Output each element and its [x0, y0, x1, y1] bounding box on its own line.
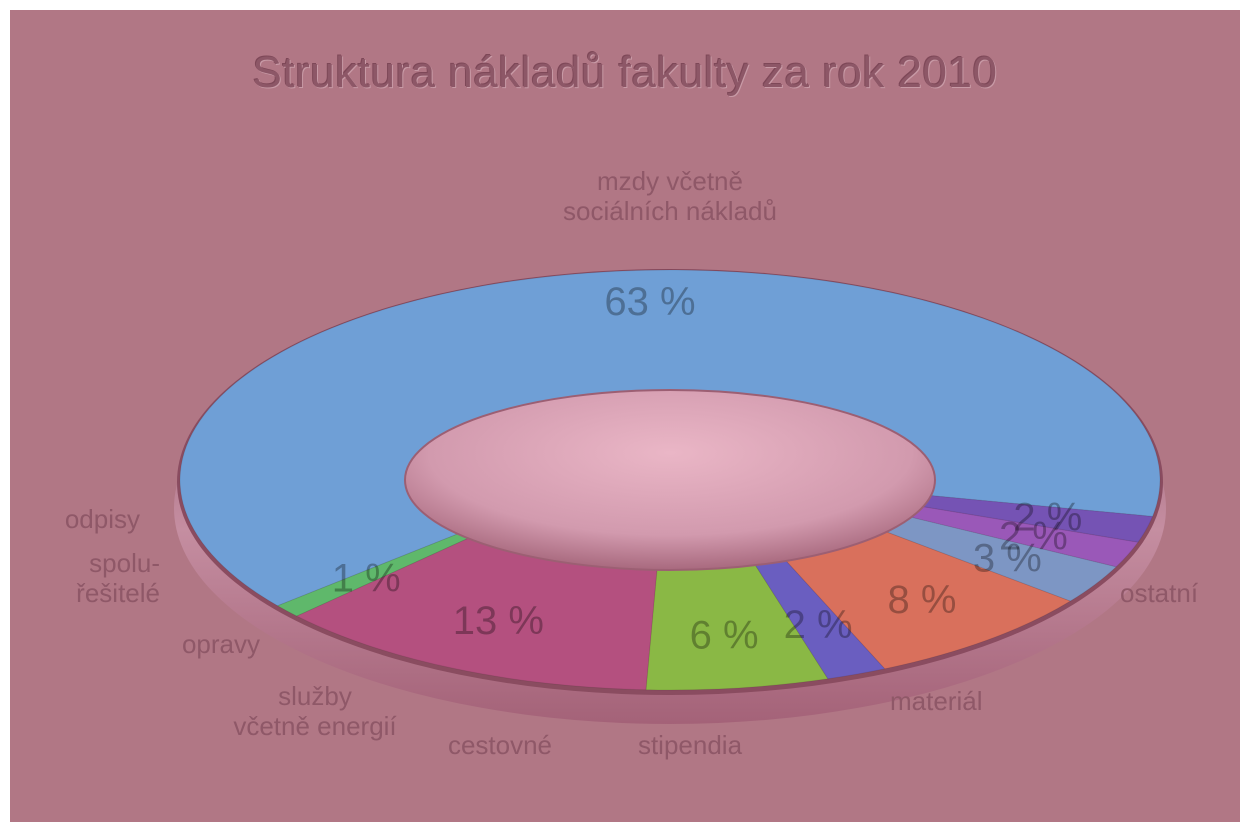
category-label-0: mzdy včetně sociálních nákladů	[563, 166, 777, 226]
value-label-7: 2 %	[999, 514, 1068, 558]
category-label-4: cestovné	[448, 730, 552, 760]
donut-chart: 63 %1 %13 % 6 % 2 %8 %3 %2 %2 % mzdy včetn…	[65, 166, 1199, 760]
value-label-3: 6 %	[690, 613, 759, 657]
category-label-7: spolu-řešitelé	[76, 548, 160, 608]
chart-canvas: Struktura nákladů fakulty za rok 2010 63…	[10, 10, 1240, 822]
category-label-1: ostatní	[1120, 578, 1199, 608]
category-label-2: materiál	[890, 686, 982, 716]
value-label-0: 63 %	[604, 280, 695, 324]
value-label-8: 2 %	[1013, 496, 1082, 540]
value-label-6: 3 %	[973, 537, 1042, 581]
category-label-8: odpisy	[65, 504, 140, 534]
category-label-6: opravy	[182, 629, 260, 659]
chart-title: Struktura nákladů fakulty za rok 2010	[252, 48, 998, 97]
value-label-2: 13 %	[453, 599, 544, 643]
value-label-5: 8 %	[887, 578, 956, 622]
category-label-3: stipendia	[638, 730, 743, 760]
value-label-4: 2 %	[784, 603, 853, 647]
value-label-1: 1 %	[332, 556, 401, 600]
donut-hole	[404, 389, 936, 571]
category-label-5: služby včetně energií	[233, 681, 397, 741]
